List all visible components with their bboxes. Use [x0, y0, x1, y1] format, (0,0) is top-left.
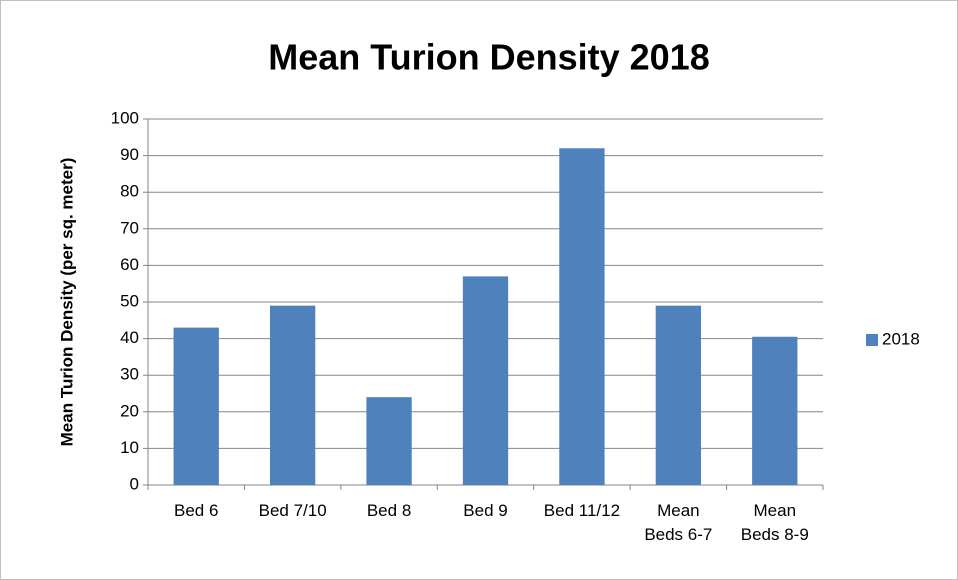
bar	[269, 305, 316, 485]
x-tick-label: Bed 9	[463, 501, 508, 520]
bar	[752, 336, 798, 485]
y-tick-label: 40	[120, 328, 139, 347]
y-tick-label: 20	[120, 401, 139, 420]
x-tick-label: Bed 7/10	[258, 501, 327, 520]
y-tick-label: 30	[120, 365, 139, 384]
bar	[366, 397, 412, 485]
bar	[173, 327, 219, 485]
x-tick-label: Mean Beds 6-7	[644, 501, 713, 544]
y-tick-label: 70	[120, 218, 139, 237]
y-tick-label: 0	[130, 474, 139, 493]
y-tick-label: 100	[111, 108, 139, 127]
bar	[655, 305, 702, 485]
y-tick-label: 90	[120, 145, 139, 164]
legend-swatch	[866, 334, 878, 346]
y-tick-label: 60	[120, 255, 139, 274]
x-tick-label: Mean Beds 8-9	[740, 501, 809, 544]
x-tick-label: Bed 6	[173, 501, 219, 520]
x-tick-label: Bed 8	[366, 501, 412, 520]
y-axis-label: Mean Turion Density (per sq. meter)	[57, 158, 76, 447]
y-tick-label: 10	[120, 438, 139, 457]
y-tick-label: 50	[120, 291, 139, 310]
chart-title: Mean Turion Density 2018	[268, 37, 709, 78]
y-tick-label: 80	[120, 182, 139, 201]
bar	[559, 148, 605, 485]
x-tick-label: Bed 11/12	[543, 501, 621, 520]
bar	[462, 276, 509, 485]
legend-label: 2018	[882, 329, 920, 348]
